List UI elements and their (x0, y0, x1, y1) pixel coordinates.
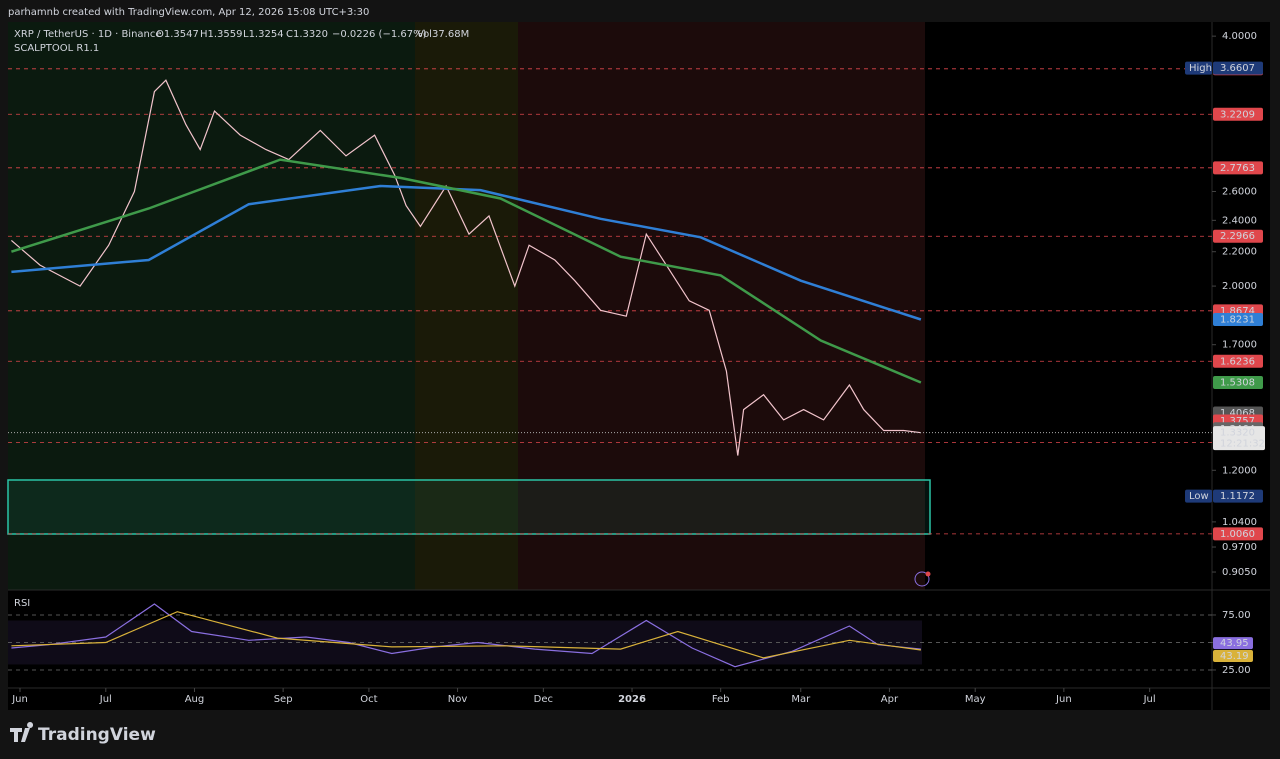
price-tag-label: 3.6607 (1220, 63, 1255, 74)
price-tag (1213, 161, 1263, 175)
price-tag (1213, 489, 1263, 503)
open: O1.3547 (156, 29, 199, 40)
price-tag-label: 1.6236 (1220, 356, 1255, 367)
rsi-line (11, 611, 921, 659)
x-tick-label: Oct (360, 694, 377, 705)
x-tick-label: Jun (1055, 694, 1072, 705)
y-tick-label: 2.4000 (1222, 215, 1257, 226)
x-tick-label: Mar (791, 694, 811, 705)
logo: TradingView (38, 725, 156, 745)
symbol: XRP / TetherUS · 1D · Binance (14, 29, 162, 40)
tag-title: Low (1189, 491, 1209, 502)
volume: Vol37.68M (417, 29, 469, 40)
x-tick-label: Aug (185, 694, 205, 705)
price-tag-label: 2.2966 (1220, 231, 1255, 242)
price-tag-label: 1.4068 (1220, 408, 1255, 419)
rsi-tag-label: 43.19 (1220, 651, 1249, 662)
x-tick-label: Apr (881, 694, 899, 705)
y-tick-label: 4.0000 (1222, 31, 1257, 42)
indicator: SCALPTOOL R1.1 (14, 43, 99, 54)
price-tag-label: 1.5308 (1220, 377, 1255, 388)
price-line (11, 158, 922, 384)
y-tick-label: 1.2000 (1222, 465, 1257, 476)
icon-dot (925, 571, 931, 577)
y-tick-label: 1.0400 (1222, 517, 1257, 528)
zone-green (8, 22, 415, 590)
high: H1.3559 (200, 29, 243, 40)
y-tick-label: 1.7000 (1222, 340, 1257, 351)
change: −0.0226 (−1.67%) (332, 29, 427, 40)
price-tag (1213, 354, 1263, 368)
x-tick-label: Jun (11, 694, 28, 705)
rsi-tag (1213, 649, 1253, 662)
price-tag (1213, 107, 1263, 121)
credit: parhamnb created with TradingView.com, A… (8, 7, 369, 18)
rsi-tag-label: 43.95 (1220, 638, 1249, 649)
zone-olive (415, 22, 518, 590)
x-tick-label: 2026 (618, 694, 646, 705)
y-tick-label: 25.00 (1222, 665, 1251, 676)
y-tick-label: 2.6000 (1222, 186, 1257, 197)
x-tick-label: May (965, 694, 986, 705)
x-tick-label: Dec (534, 694, 553, 705)
close: C1.3320 (286, 29, 328, 40)
y-tick-label: 75.00 (1222, 610, 1251, 621)
price-line (11, 184, 922, 321)
current-tag-label: 1.3320 (1220, 428, 1255, 439)
price-tag-label: 1.3757 (1220, 416, 1255, 427)
demand-zone (7, 479, 931, 535)
price-tag (1213, 375, 1263, 389)
countdown: 12:21:32 (1220, 439, 1265, 450)
tag-title-box (1185, 61, 1212, 75)
x-tick-label: Nov (448, 694, 468, 705)
price-tag (1213, 312, 1263, 326)
price-tag-label: 3.2209 (1220, 109, 1255, 120)
price-tag-label: 1.1172 (1220, 491, 1255, 502)
y-tick-label: 2.2000 (1222, 247, 1257, 258)
tag-title: High (1189, 63, 1212, 74)
price-tag (1213, 61, 1263, 75)
x-tick-label: Sep (274, 694, 293, 705)
icon[interactable] (914, 571, 930, 587)
price-tag-label: 1.8231 (1220, 314, 1255, 325)
low: L1.3254 (243, 29, 284, 40)
rsi-title: RSI (14, 598, 30, 609)
logo-mark (10, 722, 34, 742)
x-tick-label: Feb (712, 694, 730, 705)
price-tag-label: 2.7763 (1220, 163, 1255, 174)
y-tick-label: 0.9700 (1222, 542, 1257, 553)
price-tag-label: 1.8674 (1220, 306, 1255, 317)
price-tag (1213, 229, 1263, 243)
current-tag (1213, 426, 1265, 451)
price-tag-label: 1.0060 (1220, 529, 1255, 540)
x-tick-label: Jul (99, 694, 112, 705)
y-tick-label: 0.9050 (1222, 567, 1257, 578)
zone-red (518, 22, 925, 590)
x-tick-label: Jul (1143, 694, 1156, 705)
y-tick-label: 2.0000 (1222, 281, 1257, 292)
price-tag (1213, 527, 1263, 541)
rsi-tag (1213, 637, 1253, 650)
price-line (11, 79, 921, 456)
tag-title-box (1185, 489, 1212, 503)
